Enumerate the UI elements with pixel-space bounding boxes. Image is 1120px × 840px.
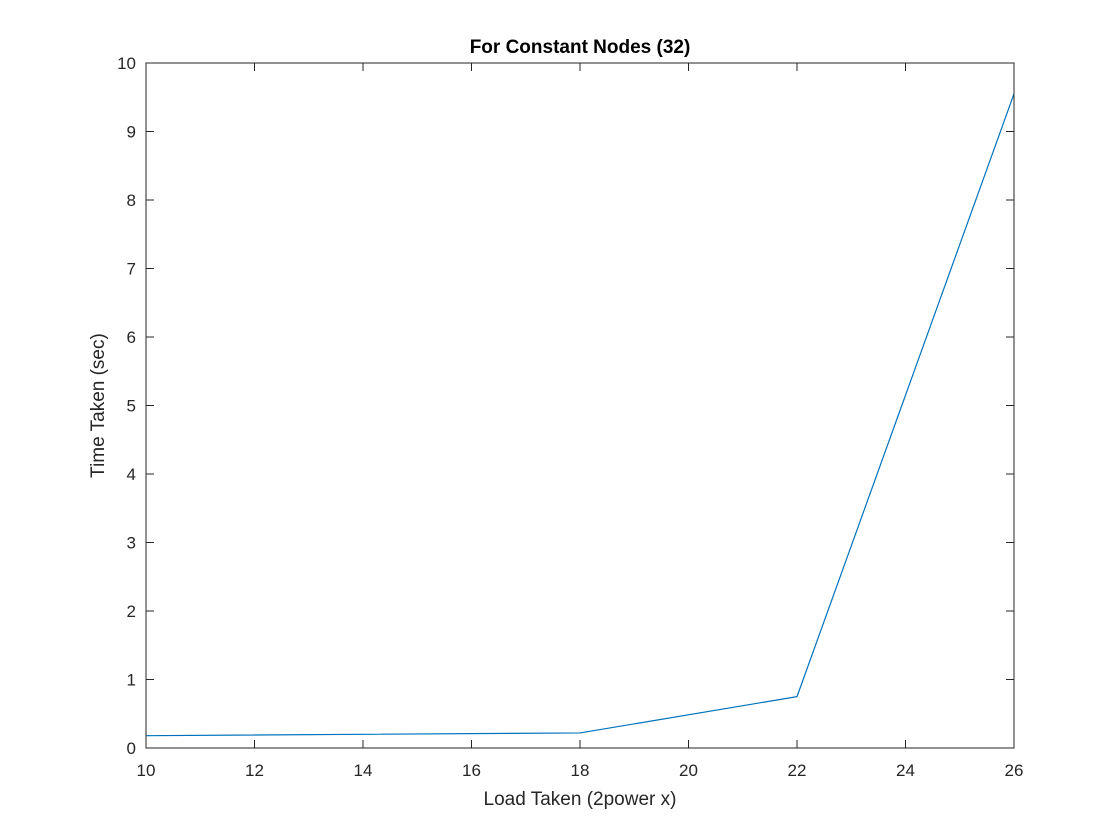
x-axis-label: Load Taken (2power x) (484, 789, 677, 810)
series-layer (145, 93, 1015, 737)
y-tick-label: 4 (127, 465, 136, 484)
x-tick-label: 12 (245, 761, 264, 780)
y-tick-label: 10 (117, 54, 136, 73)
y-tick-label: 6 (127, 328, 136, 347)
axes-frame (145, 62, 1015, 749)
y-tick-label: 8 (127, 191, 136, 210)
x-tick-label: 24 (896, 761, 915, 780)
x-tick-label: 10 (137, 761, 156, 780)
x-tick-label: 18 (571, 761, 590, 780)
series-line-1 (145, 93, 1015, 737)
y-tick-label: 2 (127, 602, 136, 621)
y-tick-label: 3 (127, 534, 136, 553)
y-tick-label: 0 (127, 739, 136, 758)
y-tick-label: 9 (127, 123, 136, 142)
y-tick-label: 7 (127, 260, 136, 279)
chart-title: For Constant Nodes (32) (470, 37, 691, 58)
x-tick-label: 26 (1005, 761, 1024, 780)
x-tick-label: 16 (462, 761, 481, 780)
x-tick-label: 14 (354, 761, 373, 780)
x-tick-label: 22 (788, 761, 807, 780)
y-tick-label: 1 (127, 671, 136, 690)
y-tick-label: 5 (127, 397, 136, 416)
plot-area (146, 63, 1014, 748)
y-axis-label: Time Taken (sec) (88, 333, 109, 478)
x-tick-label: 20 (679, 761, 698, 780)
